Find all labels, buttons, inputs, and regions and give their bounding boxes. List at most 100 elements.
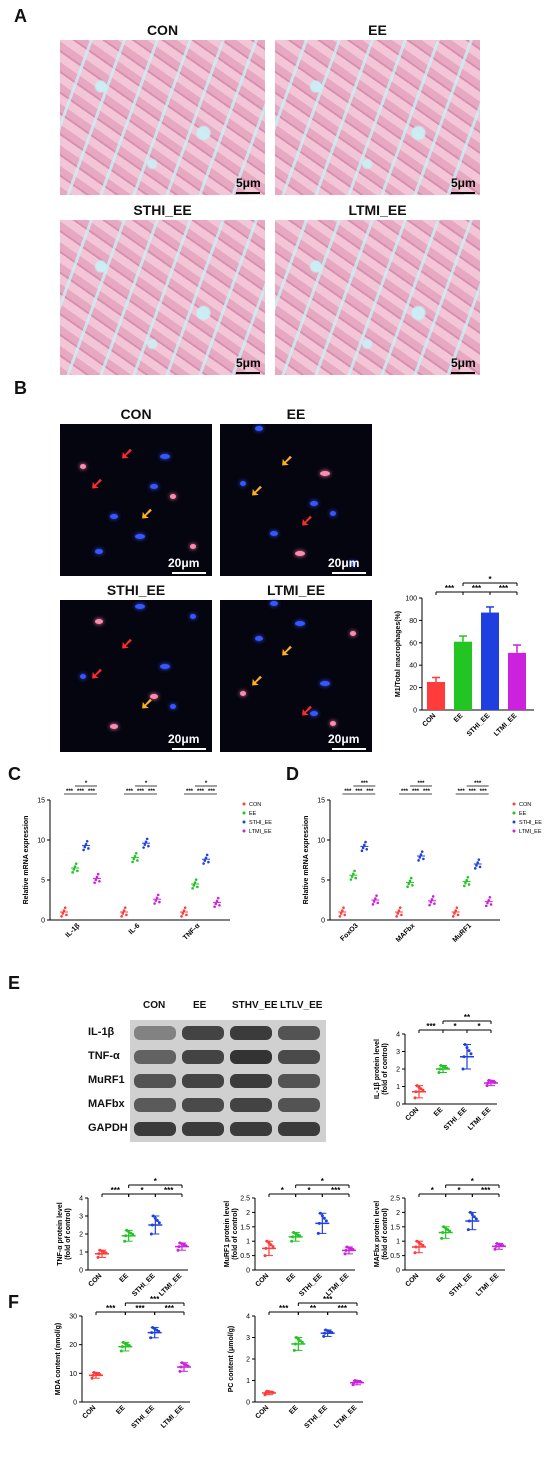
data-point [453,912,456,915]
data-point [84,842,88,846]
blot-lane-con: CON [143,1000,166,1011]
data-point [462,884,466,888]
data-point [400,913,403,917]
blot-band [230,1098,272,1112]
b-bar-xtick-label: STHI_EE [466,712,492,738]
legend-marker [512,820,516,824]
data-point [475,864,478,867]
e-maf-xtick-label: LTMI_EE [475,1272,501,1298]
f-mda-ytick-label: 10 [69,1371,77,1378]
nucleus-dot [295,551,305,556]
blot-band [134,1122,176,1136]
data-point [395,915,398,918]
bar [454,641,472,710]
d-sig-label: *** [355,789,363,795]
d-sig-label: *** [474,781,482,787]
data-point [143,843,147,846]
nucleus-dot [255,636,263,641]
e-maf-sig-label: * [457,1186,461,1195]
data-point [488,895,492,899]
data-point [82,848,85,852]
scale-label-b2: 20μm [328,556,360,570]
data-point [464,881,467,885]
scale-label-b3: 20μm [168,732,200,746]
nucleus-dot [330,721,336,726]
data-point [65,913,68,917]
f-mda-ylabel: MDA content (nmol/g) [55,1323,62,1395]
legend-marker [242,811,246,815]
blot-band [182,1122,224,1136]
data-point [417,859,420,862]
nucleus-dot [240,691,246,696]
data-point [215,899,219,903]
e-tnf-sig-label: * [140,1186,144,1195]
e-tnf-ylabel2: (fold of control) [65,1208,72,1260]
data-point [342,906,345,909]
scale-bar-a4 [451,372,475,374]
panel-b-title-ltmi: LTMI_EE [266,582,326,598]
nucleus-dot [310,711,318,716]
data-point [324,1219,328,1223]
data-point [87,847,90,850]
e-murf-xtick-label: CON [254,1272,270,1288]
e-murf-ytick-label: 1.5 [240,1224,250,1231]
data-point [472,1215,476,1219]
f-mda-ytick-label: 30 [69,1314,77,1321]
panel-label-a: A [14,6,27,26]
data-point [353,869,356,873]
data-point [476,861,479,864]
scale-label-b4: 20μm [328,732,360,746]
data-point [451,915,455,918]
data-point [156,893,160,897]
e-tnf-sig-label: * [154,1177,158,1186]
f-pc-ytick-label: 0 [246,1400,250,1407]
d-ytick-label: 0 [321,918,325,925]
f-mda-ytick-label: 20 [69,1342,77,1349]
e-tnf-ytick-label: 3 [79,1214,83,1221]
blot-band [278,1122,320,1136]
data-point [193,881,197,884]
data-point [489,903,493,906]
scale-label-a3: 5μm [236,356,261,370]
c-sig-label: *** [208,789,216,795]
blot-row-label: MuRF1 [88,1074,125,1086]
data-point [131,860,134,864]
c-ytick-label: 5 [41,878,45,885]
c-xtick-label: IL-1β [65,922,82,939]
c-sig-label: *** [77,789,85,795]
data-point [375,894,378,897]
panel-label-c: C [8,764,21,784]
data-point [153,902,156,905]
scale-bar-b2 [332,572,366,574]
blot-row-label: TNF-α [88,1050,120,1062]
data-point [343,913,347,917]
b-bar-xtick-label: LTMI_EE [493,712,519,738]
bar [481,612,499,710]
blot-band [134,1098,176,1112]
blot-lane-ee: EE [193,1000,207,1011]
nucleus-dot [255,426,263,431]
legend-label: EE [249,811,257,817]
data-point [469,1052,473,1056]
nucleus-dot [95,549,103,554]
data-point [207,860,210,864]
panel-label-f: F [8,1292,19,1312]
data-point [349,878,353,881]
data-point [478,865,482,869]
data-point [85,839,89,843]
e-murf-sig-label: *** [331,1186,341,1195]
data-point [474,1217,478,1221]
f-pc-ytick-label: 1 [246,1378,250,1385]
data-point [322,1216,326,1220]
data-point [408,879,412,883]
d-sig-label: *** [412,789,420,795]
data-point [371,903,375,906]
f-pc-xtick-label: CON [254,1404,270,1420]
data-point [300,1340,304,1344]
data-point [341,909,344,912]
nucleus-dot [135,534,145,539]
e-murf-xtick-label: STHI_EE [298,1272,324,1298]
f-pc-xtick-label: STHI_EE [303,1404,329,1430]
nucleus-dot [320,471,330,476]
data-point [144,840,148,844]
